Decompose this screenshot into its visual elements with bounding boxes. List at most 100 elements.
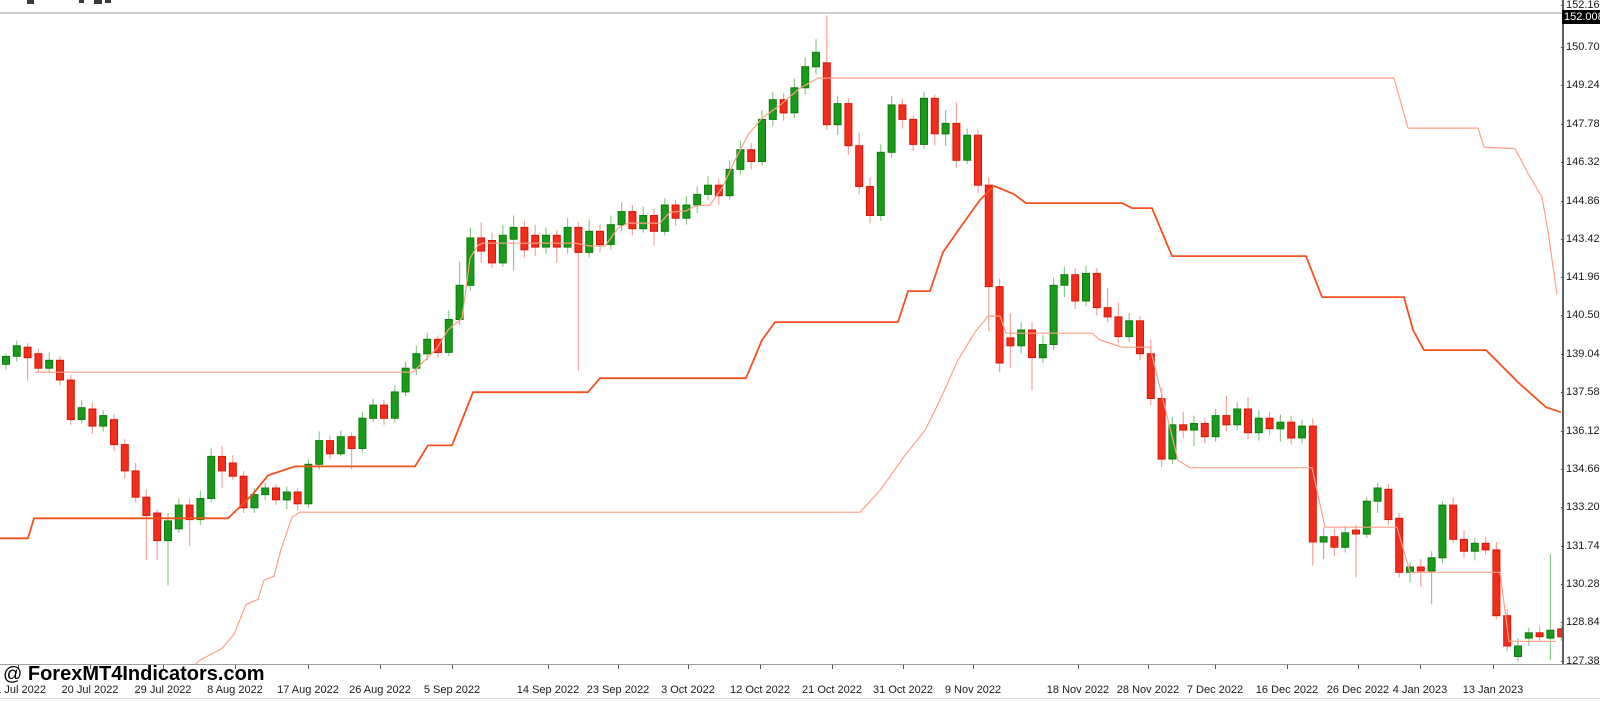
price-tick-mark	[1561, 661, 1564, 662]
candle-up	[1060, 266, 1069, 298]
candle-down	[1157, 388, 1166, 467]
candle-down	[844, 98, 853, 155]
candle-up	[768, 91, 777, 126]
date-tick-label: 31 Oct 2022	[873, 684, 933, 696]
candle-up	[1362, 497, 1371, 538]
date-tick-mark	[1420, 665, 1421, 669]
candle-up	[423, 332, 432, 361]
candle-down	[1287, 415, 1296, 445]
price-tick-label: 134.660	[1566, 463, 1600, 475]
chart-plot-area[interactable]	[0, 13, 1562, 664]
candle-down	[218, 445, 226, 488]
lower-band-pale-line	[194, 315, 1556, 664]
candle-down	[1265, 411, 1274, 436]
chart-bottom-border	[0, 664, 1600, 665]
date-tick-mark	[1215, 665, 1216, 669]
candle-down	[1557, 624, 1562, 641]
price-tick-label: 147.780	[1566, 118, 1600, 130]
candle-up	[1168, 416, 1177, 465]
candle-down	[380, 399, 388, 425]
candle-up	[606, 215, 615, 250]
candle-up	[498, 224, 507, 267]
current-price-tag: 152.008	[1562, 10, 1600, 24]
candle-up	[876, 144, 885, 221]
candle-down	[984, 177, 993, 332]
date-tick-mark	[832, 665, 833, 669]
price-tick-mark	[1561, 354, 1564, 355]
price-tick-mark	[1561, 431, 1564, 432]
window-title-strip	[0, 0, 1600, 12]
date-tick-label: 18 Nov 2022	[1046, 684, 1110, 696]
price-tick-label: 128.840	[1566, 616, 1600, 628]
candle-down	[66, 374, 75, 425]
candle-up	[758, 110, 766, 166]
candle-up	[941, 110, 950, 146]
date-tick-mark	[1493, 665, 1494, 669]
date-tick-label: 5 Sep 2022	[423, 684, 481, 696]
candle-up	[1017, 322, 1026, 354]
candle-down	[1006, 312, 1015, 369]
window-title-fragment	[105, 0, 111, 3]
date-tick-label: 8 Aug 2022	[207, 684, 263, 696]
price-tick-mark	[1561, 47, 1564, 48]
candle-down	[1352, 524, 1360, 578]
candle-down	[293, 488, 302, 511]
price-tick-label: 150.700	[1566, 41, 1600, 53]
candle-down	[1136, 315, 1144, 361]
candle-up	[693, 186, 702, 213]
price-tick-mark	[1561, 622, 1564, 623]
candle-down	[1308, 418, 1317, 566]
price-tick-label: 149.240	[1566, 79, 1600, 91]
candle-up	[812, 39, 820, 75]
candle-up	[1514, 638, 1522, 662]
candle-up	[660, 198, 669, 236]
candle-up	[833, 95, 842, 136]
chart-top-border	[0, 12, 1562, 14]
candle-up	[1319, 527, 1328, 560]
price-axis[interactable]: 152.160 150.700 149.240 147.780 146.320 144.8…	[1561, 0, 1600, 667]
candle-down	[974, 129, 982, 194]
price-tick-label: 136.120	[1566, 425, 1600, 437]
window-title-fragment	[79, 0, 84, 3]
candle-down	[272, 484, 280, 506]
candle-down	[488, 232, 496, 269]
price-tick-label: 133.200	[1566, 501, 1600, 513]
candle-down	[779, 93, 788, 121]
candle-down	[185, 498, 194, 546]
candle-up	[704, 176, 712, 200]
candle-down	[1103, 287, 1112, 323]
date-tick-label: 13 Jan 2023	[1462, 684, 1524, 696]
candle-up	[315, 431, 324, 470]
window-bottom-edge	[0, 698, 1600, 699]
candle-down	[1092, 268, 1101, 316]
candlestick-canvas[interactable]	[0, 13, 1562, 664]
candle-down	[995, 278, 1004, 373]
candle-down	[520, 220, 529, 258]
candle-down	[1114, 302, 1123, 344]
date-tick-mark	[618, 665, 619, 669]
date-tick-label: 12 Oct 2022	[730, 684, 790, 696]
candle-up	[1211, 409, 1220, 442]
candle-down	[56, 356, 64, 386]
candle-down	[822, 15, 831, 130]
date-tick-mark	[452, 665, 453, 669]
date-tick-mark	[1078, 665, 1079, 669]
candle-down	[347, 432, 356, 470]
date-tick-label: 14 Sep 2022	[516, 684, 580, 696]
candle-down	[88, 402, 97, 434]
candle-down	[552, 230, 561, 263]
date-tick-mark	[1358, 665, 1359, 669]
date-tick-mark	[973, 665, 974, 669]
price-tick-label: 131.740	[1566, 540, 1600, 552]
time-axis[interactable]: 11 Jul 2022 20 Jul 2022 29 Jul 2022 8 Aug 2…	[0, 665, 1600, 701]
candle-up	[99, 410, 108, 432]
date-tick-label: 17 Aug 2022	[277, 684, 339, 696]
candle-down	[239, 470, 248, 513]
price-tick-mark	[1561, 507, 1564, 508]
candle-up	[639, 206, 648, 233]
candle-up	[542, 227, 550, 254]
date-tick-mark	[380, 665, 381, 669]
price-tick-mark	[1561, 85, 1564, 86]
candle-up	[1427, 551, 1436, 604]
